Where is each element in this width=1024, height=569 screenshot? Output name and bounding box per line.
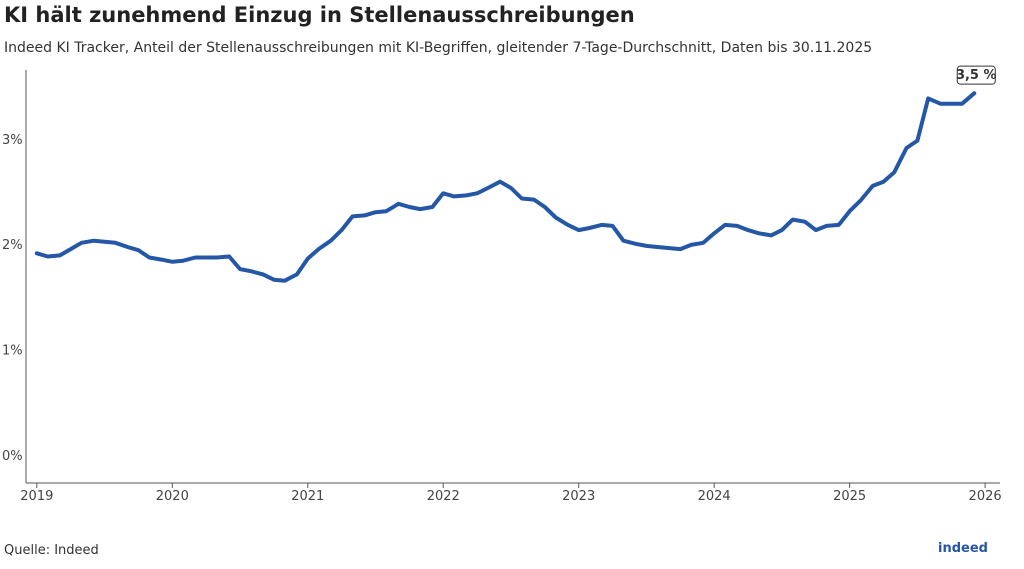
y-tick-label: 3% — [2, 133, 23, 148]
y-tick-label: 2% — [2, 238, 23, 253]
chart-subtitle: Indeed KI Tracker, Anteil der Stellenaus… — [4, 40, 872, 56]
chart-title: KI hält zunehmend Einzug in Stellenaussc… — [4, 3, 635, 27]
logo: indeed — [938, 541, 988, 556]
x-tick-label: 2022 — [427, 489, 460, 504]
y-tick-label: 0% — [2, 449, 23, 464]
source: Quelle: Indeed — [4, 543, 99, 558]
y-tick-label: 1% — [2, 344, 23, 359]
x-tick-label: 2025 — [833, 489, 866, 504]
annotation: 3,5 % — [956, 68, 997, 83]
x-tick-label: 2020 — [156, 489, 189, 504]
x-tick-label: 2024 — [698, 489, 731, 504]
x-tick-label: 2021 — [291, 489, 324, 504]
annotation-box — [956, 65, 996, 85]
x-tick-label: 2023 — [562, 489, 595, 504]
x-tick-label: 2026 — [969, 489, 1002, 504]
x-tick-label: 2019 — [20, 489, 53, 504]
line-series — [34, 91, 977, 283]
